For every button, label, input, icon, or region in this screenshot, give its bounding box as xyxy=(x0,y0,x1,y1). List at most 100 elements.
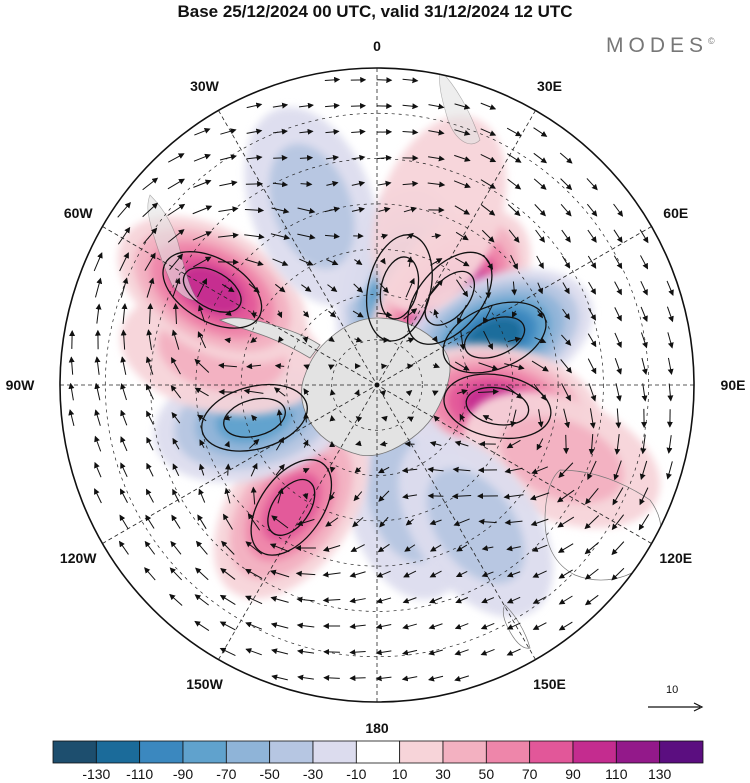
wind-vector xyxy=(407,416,414,422)
wind-vector xyxy=(639,229,649,244)
wind-vector xyxy=(302,492,309,500)
wind-vector xyxy=(94,435,102,452)
wind-vector xyxy=(379,257,386,265)
wind-vector xyxy=(272,181,289,188)
wind-vector xyxy=(378,490,390,502)
wind-vector xyxy=(507,178,522,190)
wind-vector xyxy=(483,330,493,350)
wind-vector xyxy=(641,383,648,402)
wind-vector xyxy=(406,337,415,344)
wind-vector xyxy=(379,283,389,294)
contour-2-1 xyxy=(442,301,547,374)
wind-vector xyxy=(613,460,622,481)
wind-vector xyxy=(405,518,414,526)
wind-vector xyxy=(638,514,650,531)
colorbar-tick-label: -50 xyxy=(259,766,280,782)
wind-vector xyxy=(224,440,230,448)
wind-vector xyxy=(172,463,180,477)
wind-vector xyxy=(532,570,547,578)
longitude-label-150W: 150W xyxy=(186,675,223,692)
wind-vector xyxy=(272,102,289,109)
wind-vector xyxy=(477,388,499,395)
wind-vector xyxy=(322,597,341,604)
wind-vector xyxy=(94,488,102,504)
wind-vector xyxy=(377,154,392,161)
wind-vector xyxy=(427,466,444,473)
wind-vector xyxy=(325,517,339,527)
wind-vector xyxy=(611,541,625,556)
wind-vector xyxy=(558,595,573,605)
wind-vector xyxy=(353,283,364,293)
wind-vector xyxy=(218,206,239,213)
wind-vector xyxy=(405,277,415,298)
wind-vector xyxy=(587,255,597,269)
wind-vector xyxy=(303,364,310,370)
wind-vector xyxy=(507,336,522,343)
wind-vector xyxy=(402,103,419,110)
wind-vector xyxy=(301,284,312,292)
wind-vector xyxy=(379,389,387,397)
wind-vector xyxy=(612,487,624,506)
wind-vector xyxy=(561,229,571,243)
colorbar-tick-label: 50 xyxy=(478,766,495,782)
colorbar-tick-label: 90 xyxy=(565,766,581,782)
wind-vector xyxy=(666,306,674,323)
wind-vector xyxy=(271,674,288,681)
wind-vector xyxy=(428,675,444,682)
wind-vector xyxy=(119,514,129,529)
wind-vector xyxy=(379,440,388,447)
wind-vector xyxy=(120,462,128,478)
wind-vector xyxy=(532,622,547,630)
wind-vector xyxy=(326,259,339,266)
wind-vector xyxy=(429,279,443,297)
wind-vector xyxy=(429,570,442,578)
wind-vector xyxy=(401,675,418,682)
wind-vector xyxy=(429,519,442,526)
wind-vector xyxy=(273,387,286,397)
wind-vector xyxy=(401,467,418,474)
parallel-10 xyxy=(331,339,423,431)
wind-vector xyxy=(223,513,233,530)
wind-vector xyxy=(219,154,237,161)
wind-vector xyxy=(120,409,128,426)
wind-vector xyxy=(506,439,521,449)
vector-reference-label: 10 xyxy=(666,684,679,696)
wind-vector xyxy=(614,332,622,349)
colorbar-tick-label: 130 xyxy=(647,766,672,782)
wind-vector xyxy=(323,674,340,681)
wind-vector xyxy=(277,336,284,343)
colorbar-tick-label: 110 xyxy=(605,766,628,782)
wind-vector xyxy=(560,178,573,191)
wind-vector xyxy=(324,206,341,213)
wind-vector xyxy=(224,487,231,504)
wind-vector xyxy=(402,129,419,136)
wind-vector xyxy=(535,229,546,243)
wind-vector xyxy=(120,329,127,350)
wind-vector xyxy=(302,468,310,474)
wind-vector xyxy=(271,207,290,214)
wind-vector xyxy=(506,622,521,630)
colorbar-box xyxy=(52,740,97,764)
wind-vector xyxy=(167,203,186,216)
wind-vector xyxy=(275,436,285,451)
wind-vector xyxy=(195,540,208,555)
wind-vector xyxy=(354,466,362,474)
wind-vector xyxy=(613,229,623,244)
wind-vector xyxy=(456,544,468,552)
wind-vector xyxy=(349,649,366,656)
wind-vector xyxy=(146,488,154,503)
wind-vector xyxy=(402,597,417,604)
colorbar-tick-label: 30 xyxy=(435,766,451,782)
wind-vector xyxy=(225,310,232,316)
wind-vector xyxy=(68,356,75,375)
wind-vector xyxy=(352,310,364,318)
wind-vector xyxy=(454,361,470,371)
wind-vector xyxy=(587,229,597,243)
wind-vector xyxy=(530,518,549,527)
wind-vector xyxy=(94,461,102,478)
wind-vector xyxy=(327,284,338,292)
wind-vector xyxy=(584,568,599,580)
wind-vector xyxy=(349,623,366,630)
wind-vector xyxy=(456,389,468,395)
vector-reference-arrow xyxy=(648,702,704,712)
